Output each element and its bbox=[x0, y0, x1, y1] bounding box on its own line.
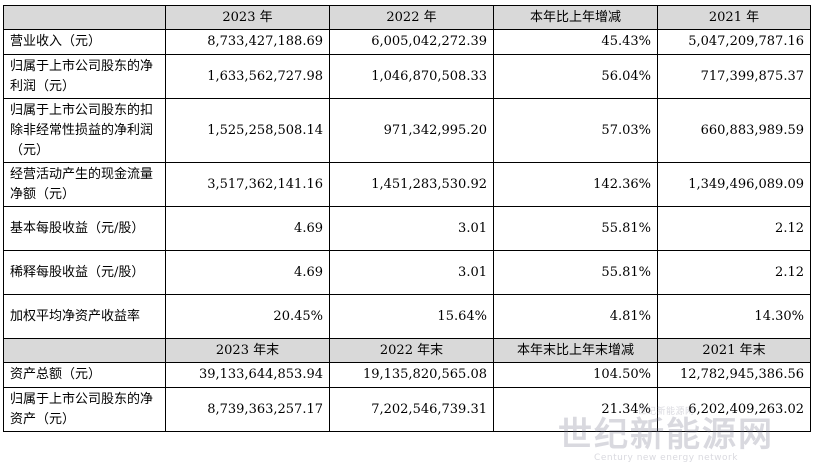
cell-value: 6,202,409,263.02 bbox=[657, 387, 811, 432]
cell-value: 12,782,945,386.56 bbox=[657, 362, 811, 388]
table-row: 基本每股收益（元/股） 4.69 3.01 55.81% 2.12 bbox=[3, 206, 811, 251]
row-label: 基本每股收益（元/股） bbox=[3, 206, 166, 251]
header-cell-blank bbox=[3, 5, 166, 30]
header-cell-change-end: 本年末比上年末增减 bbox=[493, 338, 658, 363]
watermark-sub: Century new energy network bbox=[594, 453, 738, 463]
cell-value: 717,399,875.37 bbox=[657, 54, 811, 99]
header-cell-change: 本年比上年增减 bbox=[493, 5, 658, 30]
cell-value: 1,046,870,508.33 bbox=[329, 54, 494, 99]
cell-value: 2.12 bbox=[657, 206, 811, 251]
table-row: 经营活动产生的现金流量净额（元） 3,517,362,141.16 1,451,… bbox=[3, 162, 811, 207]
cell-value: 21.34% bbox=[493, 387, 658, 432]
row-label: 稀释每股收益（元/股） bbox=[3, 250, 166, 295]
cell-value: 39,133,644,853.94 bbox=[165, 362, 330, 388]
cell-value: 1,349,496,089.09 bbox=[657, 162, 811, 207]
table-row: 资产总额（元） 39,133,644,853.94 19,135,820,565… bbox=[3, 362, 811, 388]
header-row-annual: 2023 年 2022 年 本年比上年增减 2021 年 bbox=[3, 5, 811, 30]
header-cell-2022: 2022 年 bbox=[329, 5, 494, 30]
cell-value: 20.45% bbox=[165, 294, 330, 339]
cell-value: 3,517,362,141.16 bbox=[165, 162, 330, 207]
header-cell-blank bbox=[3, 338, 166, 363]
table-row: 归属于上市公司股东的扣除非经常性损益的净利润（元） 1,525,258,508.… bbox=[3, 98, 811, 163]
table-row: 稀释每股收益（元/股） 4.69 3.01 55.81% 2.12 bbox=[3, 250, 811, 295]
cell-value: 4.69 bbox=[165, 250, 330, 295]
cell-value: 15.64% bbox=[329, 294, 494, 339]
cell-value: 142.36% bbox=[493, 162, 658, 207]
cell-value: 971,342,995.20 bbox=[329, 98, 494, 163]
header-cell-2023-end: 2023 年末 bbox=[165, 338, 330, 363]
cell-value: 8,739,363,257.17 bbox=[165, 387, 330, 432]
header-cell-2023: 2023 年 bbox=[165, 5, 330, 30]
cell-value: 7,202,546,739.31 bbox=[329, 387, 494, 432]
header-cell-2021-end: 2021 年末 bbox=[657, 338, 811, 363]
financial-summary-table: 2023 年 2022 年 本年比上年增减 2021 年 营业收入（元） 8,7… bbox=[3, 5, 811, 432]
cell-value: 6,005,042,272.39 bbox=[329, 29, 494, 55]
cell-value: 5,047,209,787.16 bbox=[657, 29, 811, 55]
row-label: 加权平均净资产收益率 bbox=[3, 294, 166, 339]
cell-value: 1,633,562,727.98 bbox=[165, 54, 330, 99]
cell-value: 56.04% bbox=[493, 54, 658, 99]
row-label: 营业收入（元） bbox=[3, 29, 166, 55]
cell-value: 3.01 bbox=[329, 206, 494, 251]
cell-value: 660,883,989.59 bbox=[657, 98, 811, 163]
table-row: 归属于上市公司股东的净资产（元） 8,739,363,257.17 7,202,… bbox=[3, 387, 811, 432]
cell-value: 55.81% bbox=[493, 206, 658, 251]
row-label: 归属于上市公司股东的净利润（元） bbox=[3, 54, 166, 99]
row-label: 资产总额（元） bbox=[3, 362, 166, 388]
cell-value: 1,525,258,508.14 bbox=[165, 98, 330, 163]
cell-value: 45.43% bbox=[493, 29, 658, 55]
cell-value: 1,451,283,530.92 bbox=[329, 162, 494, 207]
cell-value: 57.03% bbox=[493, 98, 658, 163]
cell-value: 4.81% bbox=[493, 294, 658, 339]
cell-value: 8,733,427,188.69 bbox=[165, 29, 330, 55]
cell-value: 14.30% bbox=[657, 294, 811, 339]
header-cell-2022-end: 2022 年末 bbox=[329, 338, 494, 363]
cell-value: 4.69 bbox=[165, 206, 330, 251]
cell-value: 19,135,820,565.08 bbox=[329, 362, 494, 388]
cell-value: 3.01 bbox=[329, 250, 494, 295]
row-label: 归属于上市公司股东的扣除非经常性损益的净利润（元） bbox=[3, 98, 166, 163]
cell-value: 55.81% bbox=[493, 250, 658, 295]
cell-value: 2.12 bbox=[657, 250, 811, 295]
row-label: 经营活动产生的现金流量净额（元） bbox=[3, 162, 166, 207]
header-cell-2021: 2021 年 bbox=[657, 5, 811, 30]
header-row-year-end: 2023 年末 2022 年末 本年末比上年末增减 2021 年末 bbox=[3, 338, 811, 363]
row-label: 归属于上市公司股东的净资产（元） bbox=[3, 387, 166, 432]
table-row: 归属于上市公司股东的净利润（元） 1,633,562,727.98 1,046,… bbox=[3, 54, 811, 99]
table-row: 加权平均净资产收益率 20.45% 15.64% 4.81% 14.30% bbox=[3, 294, 811, 339]
cell-value: 104.50% bbox=[493, 362, 658, 388]
table-row: 营业收入（元） 8,733,427,188.69 6,005,042,272.3… bbox=[3, 29, 811, 55]
